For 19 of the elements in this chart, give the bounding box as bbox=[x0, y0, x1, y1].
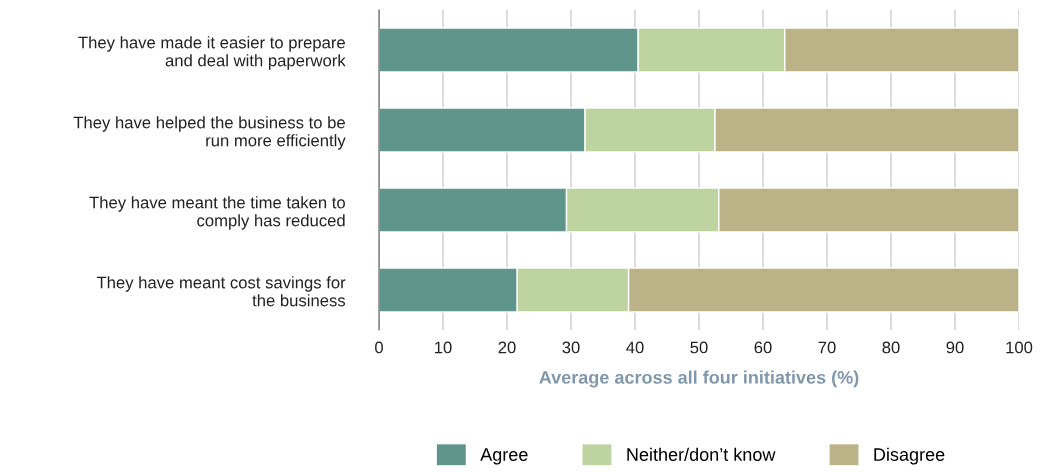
x-tick-label: 0 bbox=[375, 341, 383, 354]
x-axis-title: Average across all four initiatives (%) bbox=[539, 370, 859, 388]
x-tick-label: 20 bbox=[498, 341, 516, 354]
legend-label: Agree bbox=[480, 448, 528, 465]
y-tick-label: They have meant the time taken to comply has reduced bbox=[89, 196, 345, 230]
x-tick-label: 40 bbox=[626, 341, 644, 354]
y-tick-label: They have made it easier to prepare and deal with paperwork bbox=[78, 36, 346, 70]
legend-label: Neither/don’t know bbox=[627, 447, 776, 461]
x-tick-label: 30 bbox=[562, 341, 580, 354]
y-tick-label: They have meant cost savings for the business bbox=[96, 276, 346, 307]
x-tick-label: 70 bbox=[818, 341, 836, 354]
x-tick-label: 80 bbox=[882, 341, 900, 354]
legend-label: Disagree bbox=[874, 447, 945, 465]
x-tick-label: 100 bbox=[1006, 341, 1033, 354]
x-tick-label: 10 bbox=[435, 341, 452, 354]
x-tick-label: 50 bbox=[690, 341, 708, 354]
x-tick-label: 60 bbox=[754, 341, 772, 354]
x-tick-label: 90 bbox=[946, 341, 964, 354]
y-tick-label: They have helped the business to be run more efficiently bbox=[73, 116, 346, 150]
